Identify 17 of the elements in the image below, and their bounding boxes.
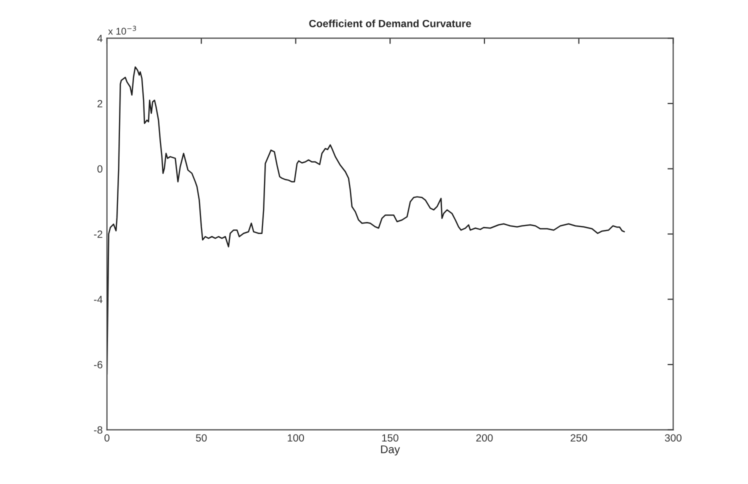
x-tick-label: 300 (664, 434, 682, 442)
text: x 10$^{−3}$ (108, 26, 136, 35)
y-tick-label: -2 (94, 230, 102, 238)
x-tick-label: 0 (104, 434, 110, 442)
x-tick-label: 150 (382, 434, 398, 442)
y-tick-label: 0 (97, 165, 102, 173)
x-tick-label: 200 (476, 434, 493, 442)
y-tick-label: -8 (94, 426, 102, 434)
x-tick-label: 50 (196, 434, 207, 442)
y-tick-label: -6 (94, 361, 102, 368)
x-tick-label: 250 (570, 434, 588, 442)
y-tick-label: 4 (97, 34, 102, 42)
y-tick-label: 2 (98, 100, 102, 108)
x-tick-label: 100 (288, 434, 304, 442)
chart-title: Coefficient of Demand Curvature (309, 20, 472, 28)
y-tick-label: -4 (94, 296, 102, 304)
x-axis-title: Day (381, 445, 400, 456)
